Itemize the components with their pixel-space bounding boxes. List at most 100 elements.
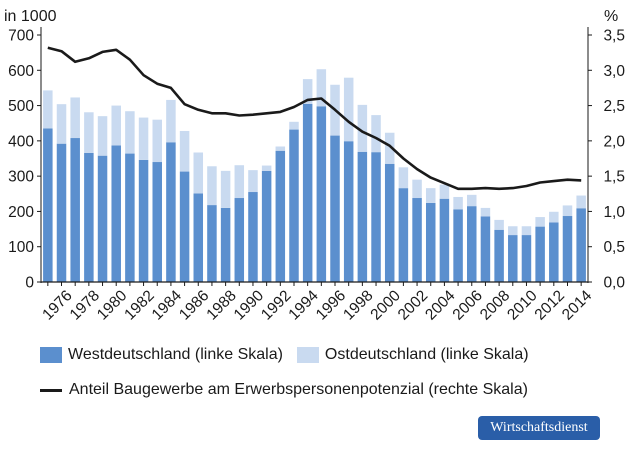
bar-west-1992 (275, 150, 286, 282)
bar-west-2001 (398, 188, 409, 282)
right-tick-label: 0,0 (603, 275, 625, 292)
left-axis-unit: in 1000 (4, 8, 57, 25)
wirtschaftsdienst-badge: Wirtschaftsdienst (478, 416, 600, 440)
bar-west-1999 (371, 152, 381, 282)
bar-west-1998 (357, 151, 368, 282)
bar-west-1982 (138, 159, 149, 282)
bar-ost-1993 (289, 121, 299, 130)
bar-ost-1999 (371, 115, 381, 153)
x-tick-label: 2010 (504, 287, 541, 324)
legend-label-line: Anteil Baugewerbe am Erwerbspersonenpote… (69, 381, 528, 398)
right-tick-label: 3,0 (603, 63, 625, 80)
bar-west-1976 (56, 143, 67, 282)
bar-ost-2010 (521, 226, 532, 236)
left-tick-label: 100 (8, 239, 34, 256)
bars-group (43, 69, 586, 282)
x-tick-label: 2008 (477, 287, 513, 323)
left-tick-label: 0 (25, 275, 34, 292)
bar-west-2007 (480, 216, 491, 282)
x-tick-label: 1988 (203, 287, 239, 323)
x-tick-label: 1986 (176, 287, 212, 323)
bar-ost-2001 (398, 167, 409, 189)
bar-west-1975 (43, 128, 53, 282)
bar-ost-2014 (576, 195, 586, 209)
legend-row-1: Westdeutschland (linke Skala) Ostdeutsch… (40, 346, 529, 364)
x-tick-label: 2002 (395, 287, 431, 323)
bar-ost-2000 (384, 132, 395, 164)
bar-west-1983 (152, 162, 162, 282)
bar-ost-1992 (275, 146, 286, 151)
bar-west-1978 (84, 152, 94, 282)
bar-ost-2003 (425, 188, 436, 203)
bar-ost-1981 (125, 111, 135, 154)
legend-label-ost: Ostdeutschland (linke Skala) (324, 346, 529, 363)
bar-ost-1990 (248, 170, 258, 193)
bar-west-1979 (97, 155, 108, 282)
bar-west-1991 (261, 170, 272, 282)
x-tick-label: 2004 (422, 287, 459, 324)
x-tick-label: 1996 (313, 287, 349, 323)
bar-ost-2007 (480, 207, 491, 217)
bar-ost-2005 (453, 196, 463, 210)
bar-ost-1991 (261, 165, 272, 171)
right-tick-label: 0,5 (603, 239, 625, 256)
bar-west-1993 (289, 129, 299, 282)
chart: 0 100 200 300 400 500 600 700 0,0 0,5 1,0 1,5 2,0 2,5… (4, 8, 625, 324)
bar-ost-1997 (343, 77, 354, 142)
bar-west-1987 (207, 205, 217, 282)
x-tick-label: 2000 (367, 287, 404, 324)
right-axis-unit: % (604, 8, 618, 25)
bar-ost-1978 (84, 112, 94, 153)
bar-ost-2006 (467, 194, 477, 207)
bar-west-2004 (439, 198, 450, 282)
bar-west-2011 (535, 226, 545, 282)
x-tick-label: 1990 (231, 287, 268, 324)
bar-west-1977 (70, 138, 80, 282)
bar-west-2010 (521, 235, 532, 282)
bar-ost-2004 (439, 184, 450, 199)
left-tick-label: 400 (8, 133, 34, 150)
bar-west-1989 (234, 198, 245, 282)
left-tick-label: 600 (8, 63, 34, 80)
legend-row-2: Anteil Baugewerbe am Erwerbspersonenpote… (40, 381, 528, 399)
bar-ost-1977 (70, 97, 80, 139)
bar-west-1986 (193, 193, 204, 282)
left-tick-label: 300 (8, 169, 34, 186)
bar-west-1994 (302, 103, 313, 282)
bar-west-1984 (166, 142, 176, 282)
x-tick-label: 1994 (285, 287, 322, 324)
bar-ost-2012 (549, 211, 559, 223)
right-tick-label: 1,0 (603, 204, 625, 221)
bar-west-1981 (125, 153, 135, 282)
bar-ost-1989 (234, 165, 245, 199)
bar-ost-1988 (220, 170, 231, 208)
bar-west-2008 (494, 229, 504, 282)
bar-west-2012 (549, 222, 559, 282)
bar-west-2013 (562, 216, 573, 282)
bar-west-2014 (576, 208, 586, 282)
bar-ost-1980 (111, 105, 121, 146)
bar-west-1995 (316, 106, 327, 282)
bar-ost-1984 (166, 99, 176, 143)
x-tick-label: 1980 (94, 287, 131, 324)
bar-ost-1998 (357, 104, 368, 152)
x-tick-label: 1998 (340, 287, 376, 323)
legend-swatch-west (40, 347, 62, 363)
x-tick-label: 1982 (121, 287, 157, 323)
x-tick-label: 1992 (258, 287, 294, 323)
right-tick-label: 1,5 (603, 169, 625, 186)
legend-swatch-line (40, 388, 62, 392)
x-tick-label: 2012 (532, 287, 568, 323)
bar-ost-1979 (97, 116, 108, 156)
right-tick-label: 2,0 (603, 133, 625, 150)
bar-ost-2008 (494, 219, 504, 230)
left-tick-label: 200 (8, 204, 34, 221)
bar-ost-1994 (302, 79, 313, 104)
bar-ost-1995 (316, 69, 327, 107)
bar-west-1997 (343, 141, 354, 282)
bar-ost-1975 (43, 90, 53, 129)
line-anteil-baugewerbe (47, 46, 582, 191)
bar-ost-2009 (508, 226, 518, 236)
bar-ost-1976 (56, 104, 67, 144)
bar-ost-2013 (562, 205, 573, 217)
